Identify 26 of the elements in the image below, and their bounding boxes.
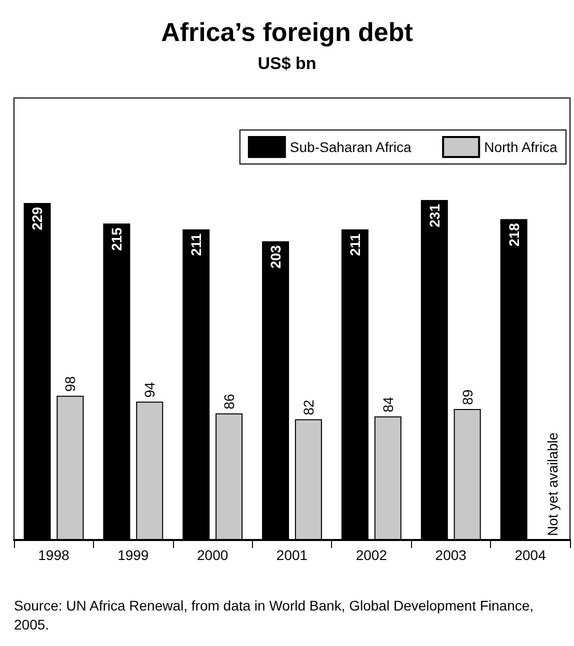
x-tick-label: 2004 — [514, 547, 546, 563]
x-tick-label: 1998 — [38, 547, 70, 563]
data-label: 94 — [142, 382, 158, 398]
x-tick-label: 1999 — [118, 547, 149, 563]
data-label: 89 — [459, 389, 476, 406]
data-label: 82 — [300, 400, 316, 416]
annotation: Not yet available — [544, 432, 560, 536]
x-tick-label: 2000 — [196, 547, 228, 563]
data-label: 98 — [62, 376, 78, 392]
data-label: 84 — [380, 396, 396, 412]
data-label: 215 — [108, 227, 125, 251]
chart-title: Africa’s foreign debt — [161, 17, 414, 47]
data-label: 86 — [221, 394, 238, 410]
x-tick-label: 2002 — [356, 547, 388, 563]
legend-label: Sub-Saharan Africa — [290, 139, 412, 155]
x-tick-label: 2001 — [276, 547, 308, 563]
data-label: 218 — [506, 222, 522, 246]
data-label: 229 — [29, 206, 46, 230]
data-label: 203 — [268, 245, 284, 269]
chart-subtitle: US$ bn — [258, 54, 316, 73]
data-label: 231 — [426, 204, 442, 228]
data-label: 211 — [188, 233, 204, 256]
source-note: Source: UN Africa Renewal, from data in World Bank, Global Development Finance, 2005. — [14, 598, 538, 632]
data-label: 211 — [346, 233, 363, 256]
x-tick-label: 2003 — [435, 547, 467, 563]
legend-label: North Africa — [484, 139, 558, 155]
